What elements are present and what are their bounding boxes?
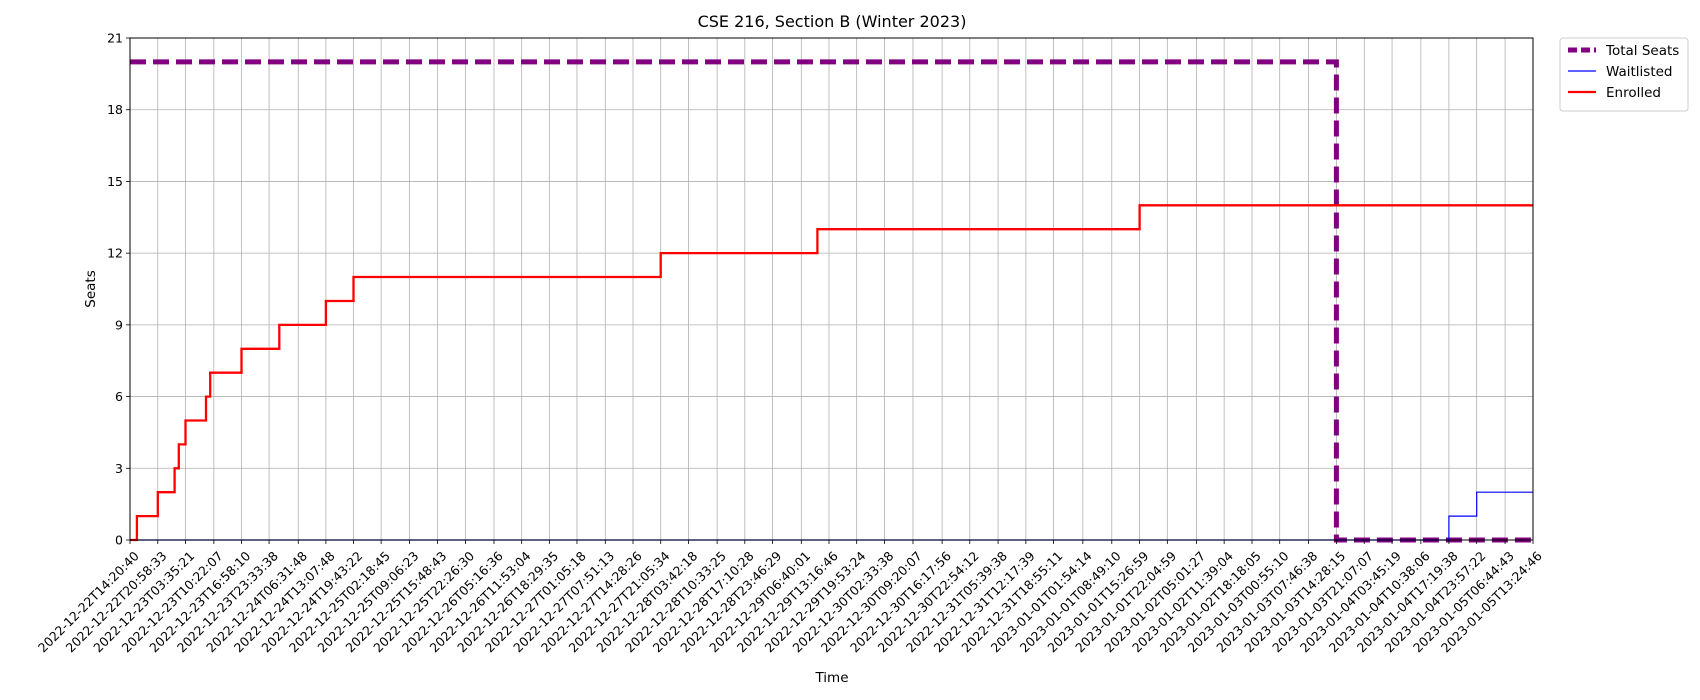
chart-title: CSE 216, Section B (Winter 2023) xyxy=(698,12,967,31)
legend-label: Total Seats xyxy=(1605,43,1679,59)
y-tick-label: 21 xyxy=(107,31,123,46)
y-tick-label: 3 xyxy=(115,461,123,476)
y-tick-label: 12 xyxy=(107,246,123,261)
y-axis-title: Seats xyxy=(83,270,99,307)
legend: Total Seats Waitlisted Enrolled xyxy=(1559,37,1689,112)
legend-label: Waitlisted xyxy=(1606,64,1673,80)
series-line-enrolled xyxy=(130,204,1533,542)
y-tick-label: 6 xyxy=(115,389,123,404)
x-axis-title: Time xyxy=(814,670,848,686)
y-axis: 0 3 6 9 12 15 18 21 xyxy=(107,31,130,548)
legend-label: Enrolled xyxy=(1606,85,1661,101)
y-tick-label: 9 xyxy=(115,317,123,332)
y-tick-label: 15 xyxy=(107,174,123,189)
plot-frame xyxy=(129,37,1534,541)
y-tick-label: 18 xyxy=(107,102,123,117)
y-tick-label: 0 xyxy=(115,533,123,548)
